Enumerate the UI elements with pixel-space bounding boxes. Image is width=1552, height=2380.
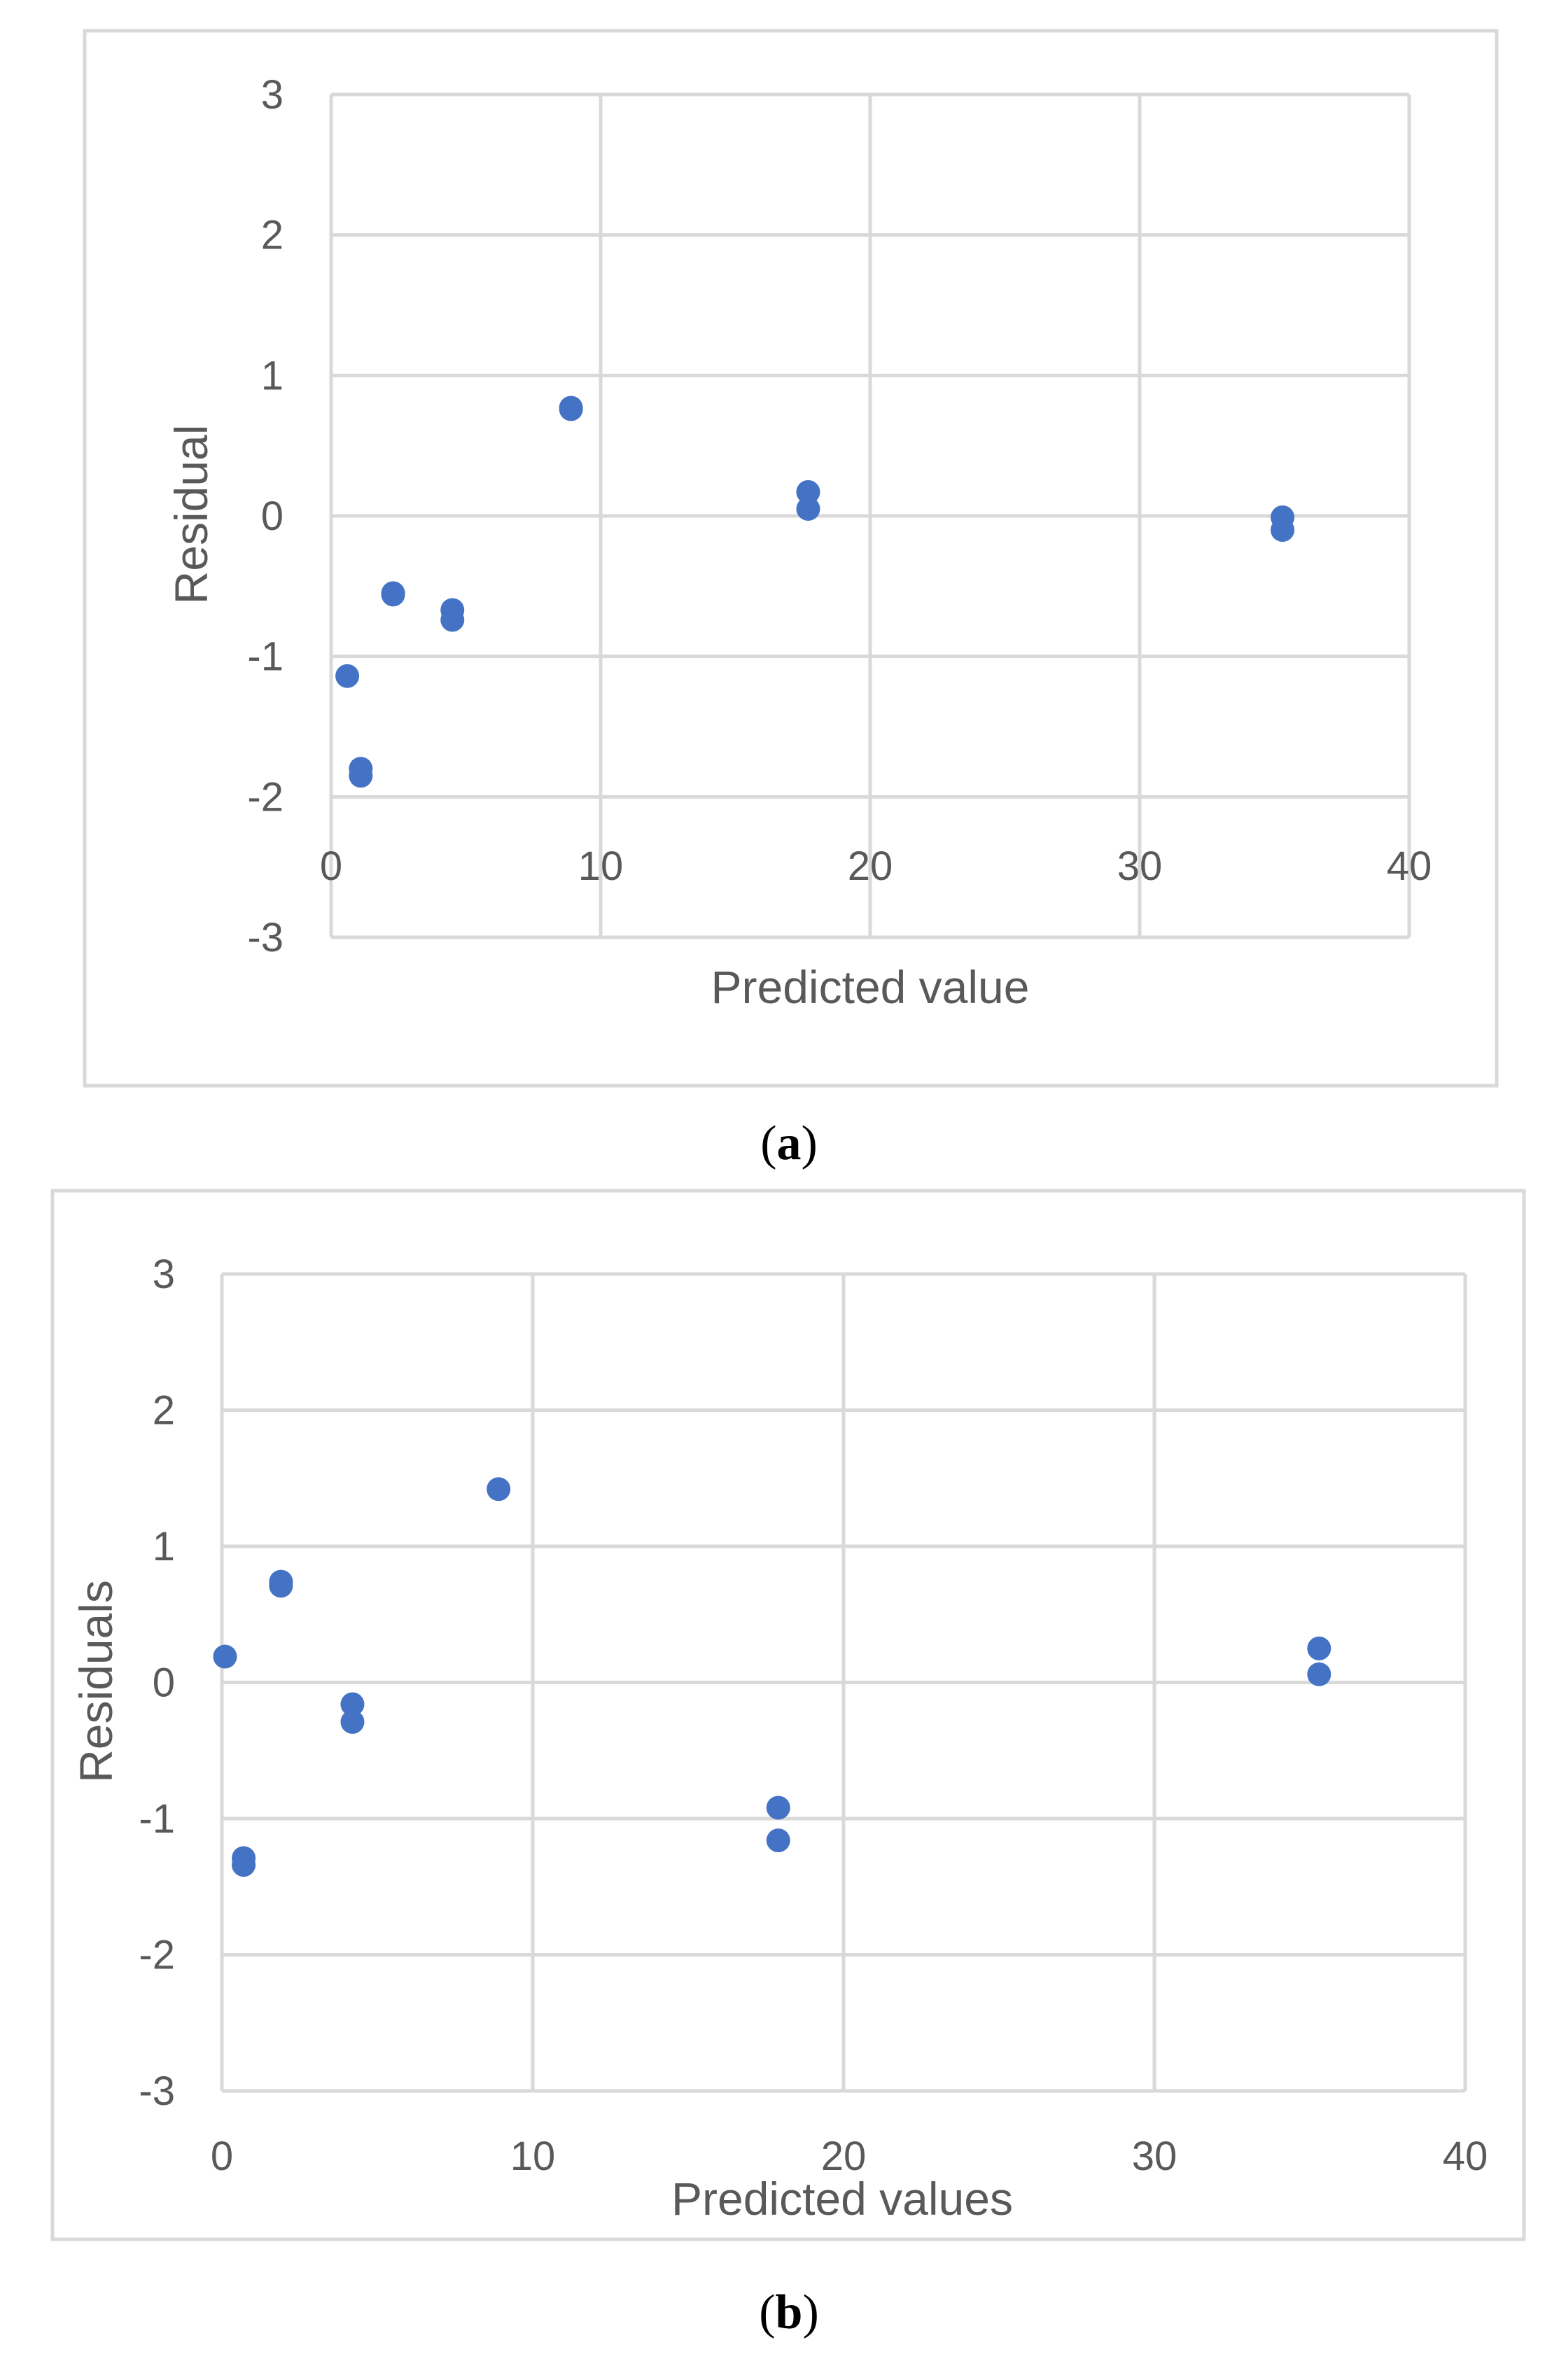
chart-b-y-tick-label: -1: [139, 1796, 175, 1842]
chart-b-data-point: [340, 1709, 365, 1734]
chart-a-data-point: [796, 496, 820, 521]
chart-a-x-tick-label: 10: [578, 844, 624, 889]
chart-a-x-tick-label: 0: [320, 844, 342, 889]
chart-b-y-tick-label: -2: [139, 1933, 175, 1978]
chart-a-x-axis-title: Predicted value: [711, 961, 1030, 1013]
chart-a-y-tick-label: 2: [261, 213, 284, 258]
caption-b-close: ): [802, 2286, 818, 2339]
chart-b-y-tick-label: 3: [153, 1252, 175, 1297]
chart-b-data-point: [340, 1692, 365, 1716]
chart-b-x-axis-title: Predicted values: [671, 2173, 1013, 2225]
chart-a-x-tick-labels: 0 10 20 30 40: [320, 844, 1432, 889]
chart-b-data-point: [213, 1644, 237, 1669]
chart-b-data-point: [1307, 1662, 1331, 1686]
chart-b-frame: [50, 1189, 1526, 2241]
chart-b-y-tick-label: 0: [153, 1660, 175, 1706]
chart-a-data-point: [335, 664, 360, 688]
chart-b-data-point: [766, 1795, 790, 1820]
caption-a-open: (: [760, 1116, 776, 1170]
chart-a-x-tick-label: 40: [1387, 844, 1432, 889]
chart-b-data-point: [232, 1853, 256, 1877]
chart-a-data-point: [1271, 518, 1295, 542]
chart-a-data-point: [796, 479, 820, 504]
chart-b-data-point: [487, 1477, 511, 1502]
caption-a-close: ): [802, 1116, 818, 1170]
chart-a-data-point: [349, 764, 373, 788]
caption-b-letter: b: [776, 2286, 803, 2339]
chart-b-y-tick-label: -3: [139, 2068, 175, 2114]
chart-panel-a: -3 -2 -1 0 1 2 3 0 10 20 30 40 Residual Predicted …: [83, 29, 1499, 1088]
chart-a-x-tick-label: 30: [1117, 844, 1163, 889]
chart-a-data-point: [440, 608, 465, 632]
chart-b-x-tick-label: 0: [211, 2134, 233, 2179]
chart-a-gridlines: [329, 92, 1411, 939]
chart-a-data-point: [559, 396, 583, 420]
chart-panel-b: -3 -2 -1 0 1 2 3 0 10 20 30 40 Residuals Predicted…: [50, 1189, 1526, 2241]
caption-b-open: (: [759, 2286, 775, 2339]
chart-b-y-tick-label: 2: [153, 1388, 175, 1434]
chart-a-x-tick-label: 20: [848, 844, 893, 889]
chart-a-data-point: [381, 582, 405, 607]
chart-a-data-points: [335, 396, 1295, 788]
chart-a-y-tick-label: -3: [247, 915, 284, 960]
chart-b-x-tick-label: 30: [1132, 2134, 1177, 2179]
chart-a-y-tick-label: 3: [261, 72, 284, 118]
chart-a-y-tick-labels: -3 -2 -1 0 1 2 3: [247, 72, 284, 960]
chart-a-frame: [83, 29, 1499, 1088]
chart-a-y-tick-label: 1: [261, 353, 284, 398]
chart-b-data-point: [1307, 1636, 1331, 1660]
chart-b-x-tick-label: 10: [510, 2134, 556, 2179]
chart-b-data-point: [766, 1828, 790, 1853]
chart-b-y-tick-label: 1: [153, 1524, 175, 1569]
chart-a-y-tick-label: -1: [247, 634, 284, 680]
chart-b-x-tick-label: 20: [821, 2134, 867, 2179]
chart-b-x-tick-label: 40: [1443, 2134, 1488, 2179]
chart-b-y-tick-labels: -3 -2 -1 0 1 2 3: [139, 1252, 175, 2114]
caption-a: (a): [760, 1116, 818, 1170]
caption-b: (b): [759, 2286, 819, 2339]
caption-a-letter: a: [777, 1116, 802, 1170]
chart-b-data-points: [213, 1477, 1331, 1877]
chart-b-x-tick-labels: 0 10 20 30 40: [211, 2134, 1488, 2179]
chart-b-gridlines: [220, 1272, 1467, 2093]
chart-a-y-axis-title: Residual: [165, 425, 217, 605]
chart-a-y-tick-label: -2: [247, 774, 284, 820]
chart-b-y-axis-title: Residuals: [70, 1580, 122, 1783]
chart-a-y-tick-label: 0: [261, 493, 284, 539]
chart-b-data-point: [269, 1574, 293, 1598]
